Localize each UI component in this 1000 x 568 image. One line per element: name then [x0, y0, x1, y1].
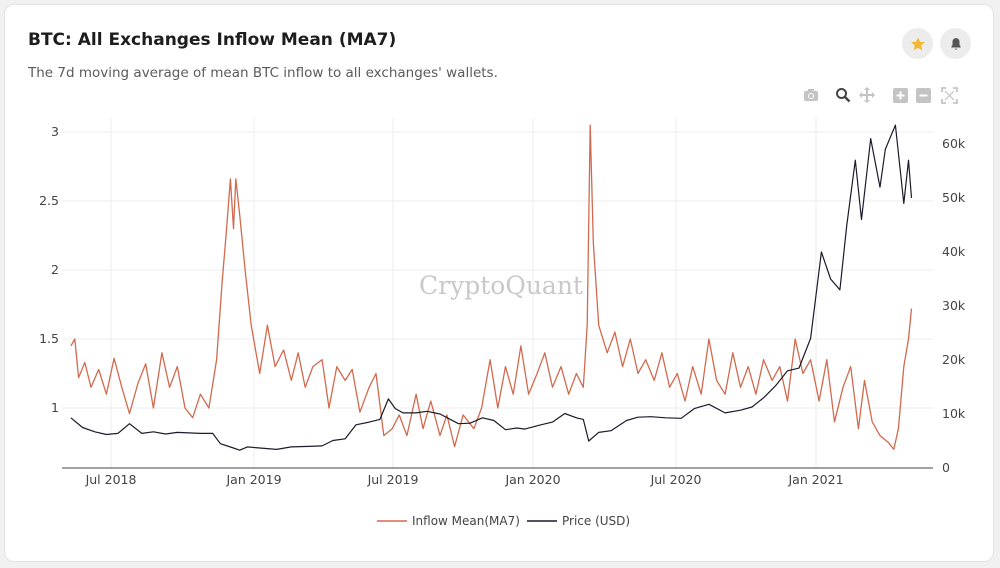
y-right-tick-label: 60k [942, 136, 966, 151]
x-tick-label: Jan 2020 [504, 472, 560, 487]
chart-title: BTC: All Exchanges Inflow Mean (MA7) [28, 30, 397, 50]
y-left-tick-label: 2 [51, 262, 59, 277]
y-left-tick-label: 1.5 [39, 331, 59, 346]
zoom-icon[interactable] [834, 86, 852, 104]
autoscale-icon[interactable] [940, 86, 958, 104]
watermark: CryptoQuant [419, 271, 583, 300]
chart-series [70, 124, 913, 451]
y-right-tick-label: 50k [942, 190, 966, 205]
x-tick-label: Jan 2019 [225, 472, 281, 487]
y-left-tick-label: 1 [51, 400, 59, 415]
legend-label: Inflow Mean(MA7) [412, 514, 520, 528]
y-right-tick-label: 10k [942, 406, 966, 421]
inflow-series-line [70, 124, 913, 451]
pan-icon[interactable] [858, 86, 876, 104]
favorite-button[interactable] [902, 28, 933, 59]
x-tick-label: Jan 2021 [787, 472, 843, 487]
y-left-tick-label: 2.5 [39, 193, 59, 208]
x-tick-label: Jul 2020 [650, 472, 702, 487]
star-icon [910, 36, 925, 50]
y-right-tick-label: 20k [942, 352, 966, 367]
chart-subtitle: The 7d moving average of mean BTC inflow… [28, 65, 498, 81]
bell-icon [950, 37, 961, 50]
zoom-out-icon[interactable] [914, 86, 932, 104]
y-right-tick-label: 30k [942, 298, 966, 313]
y-left-tick-label: 3 [51, 124, 59, 139]
y-right-tick-label: 40k [942, 244, 966, 259]
y-right-tick-label: 0 [942, 460, 950, 475]
zoom-in-icon[interactable] [891, 86, 909, 104]
alert-button[interactable] [940, 28, 971, 59]
legend-label: Price (USD) [562, 514, 630, 528]
chart-card [4, 4, 994, 562]
price-series-line [70, 124, 913, 451]
x-tick-label: Jul 2019 [367, 472, 419, 487]
chart-axes: Jul 2018 Jan 2019 Jul 2019 Jan 2020 Jul 2020… [39, 124, 966, 487]
x-tick-label: Jul 2018 [85, 472, 137, 487]
chart-legend: Inflow Mean(MA7) Price (USD) [377, 514, 630, 528]
camera-icon[interactable] [802, 86, 820, 104]
